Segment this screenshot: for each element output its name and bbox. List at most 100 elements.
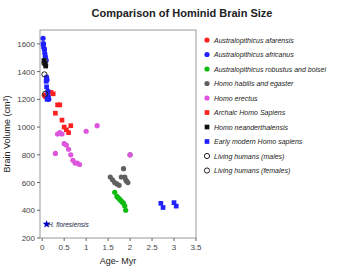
- point: [159, 201, 164, 206]
- point: [66, 130, 71, 135]
- y-tick-label: 800: [22, 151, 36, 160]
- legend-label: Australopithicus africanus: [213, 51, 294, 59]
- legend-swatch: [205, 139, 210, 144]
- point: [161, 205, 166, 210]
- annotation: H. floresiensis: [48, 221, 90, 228]
- point: [44, 79, 49, 84]
- point: [174, 204, 179, 209]
- series: [42, 72, 47, 77]
- x-tick-label: 2.5: [146, 243, 158, 252]
- chart: Comparison of Hominid Brain Size 0 0.5 1 1.5…: [0, 0, 364, 274]
- x-tick: [196, 238, 197, 241]
- x-tick: [64, 238, 65, 241]
- x-axis-label: Age- Myr: [100, 256, 137, 266]
- series: [40, 36, 51, 102]
- y-tick: [37, 43, 40, 44]
- point: [68, 152, 73, 157]
- y-tick-label: 1400: [17, 68, 35, 77]
- y-tick-label: 600: [22, 179, 36, 188]
- title: Comparison of Hominid Brain Size: [92, 7, 273, 19]
- plot-frame: [40, 30, 196, 238]
- point: [51, 91, 56, 96]
- legend-label: Archaic Homo Sapiens: [213, 109, 286, 117]
- y-tick: [37, 71, 40, 72]
- point: [127, 152, 132, 157]
- x-tick-label: 0.5: [59, 243, 71, 252]
- x-tick: [108, 238, 109, 241]
- legend-label: Living humans (females): [214, 167, 290, 175]
- legend-label: Early modern Homo sapiens: [214, 138, 303, 146]
- series: [43, 91, 48, 96]
- point: [53, 151, 58, 156]
- legend-swatch: [205, 110, 210, 115]
- x-tick: [174, 238, 175, 241]
- y-tick: [37, 154, 40, 155]
- y-tick-label: 1000: [17, 123, 35, 132]
- x-tick: [42, 238, 43, 241]
- legend-swatch: [204, 52, 209, 57]
- point: [43, 64, 48, 69]
- y-tick: [37, 238, 40, 239]
- x-tick: [152, 238, 153, 241]
- legend-label: Australopithicus robustus and boisei: [213, 66, 327, 74]
- point: [123, 208, 128, 213]
- x-tick-label: 1: [84, 243, 89, 252]
- y-tick: [37, 99, 40, 100]
- legend-label: Homo erectus: [214, 95, 258, 102]
- point: [43, 91, 48, 96]
- point: [116, 183, 121, 188]
- point: [66, 147, 71, 152]
- point: [40, 36, 45, 41]
- y-tick-label: 1200: [17, 95, 35, 104]
- legend-swatch: [204, 153, 209, 158]
- point: [42, 47, 47, 52]
- y-tick: [37, 182, 40, 183]
- point: [42, 72, 47, 77]
- legend-swatch: [204, 95, 209, 100]
- x-tick: [86, 238, 87, 241]
- y-tick-label: 400: [22, 206, 36, 215]
- series: [41, 42, 179, 210]
- point: [42, 47, 47, 52]
- point: [125, 180, 130, 185]
- y-axis-label: Brain Volume (cm³): [2, 95, 12, 172]
- point: [44, 85, 49, 90]
- point: [57, 103, 62, 108]
- legend-swatch: [204, 81, 209, 86]
- legend-swatch: [205, 125, 210, 130]
- series: [41, 58, 132, 188]
- x-tick-label: 3.5: [190, 243, 202, 252]
- x-tick: [130, 238, 131, 241]
- point: [45, 97, 50, 102]
- point: [53, 111, 58, 116]
- point: [127, 152, 132, 157]
- y-tick-label: 1600: [17, 40, 35, 49]
- plot-area: [40, 36, 178, 228]
- y-tick-label: 200: [22, 234, 36, 243]
- point: [59, 131, 64, 136]
- series: [53, 123, 133, 167]
- x-tick-label: 0: [40, 243, 45, 252]
- x-tick-label: 2: [128, 243, 133, 252]
- point: [121, 166, 126, 171]
- y-tick: [37, 127, 40, 128]
- point: [60, 118, 65, 123]
- legend-label: Homo habilis and egaster: [214, 80, 294, 88]
- legend-swatch: [204, 66, 209, 71]
- point: [68, 123, 73, 128]
- series: [42, 58, 48, 68]
- legend-swatch: [204, 37, 209, 42]
- legend-label: Living humans (males): [214, 153, 284, 161]
- series: [112, 190, 128, 213]
- x-tick-label: 1.5: [103, 243, 115, 252]
- legend: Australopithicus afarensis Australopithic…: [204, 37, 326, 176]
- legend-label: Homo neanderthalensis: [214, 124, 288, 131]
- point: [77, 162, 82, 167]
- point: [95, 123, 100, 128]
- series: [49, 90, 73, 135]
- y-tick: [37, 210, 40, 211]
- legend-swatch: [204, 168, 209, 173]
- x-tick-label: 3: [172, 243, 177, 252]
- legend-label: Australopithicus afarensis: [213, 37, 294, 45]
- point: [84, 129, 89, 134]
